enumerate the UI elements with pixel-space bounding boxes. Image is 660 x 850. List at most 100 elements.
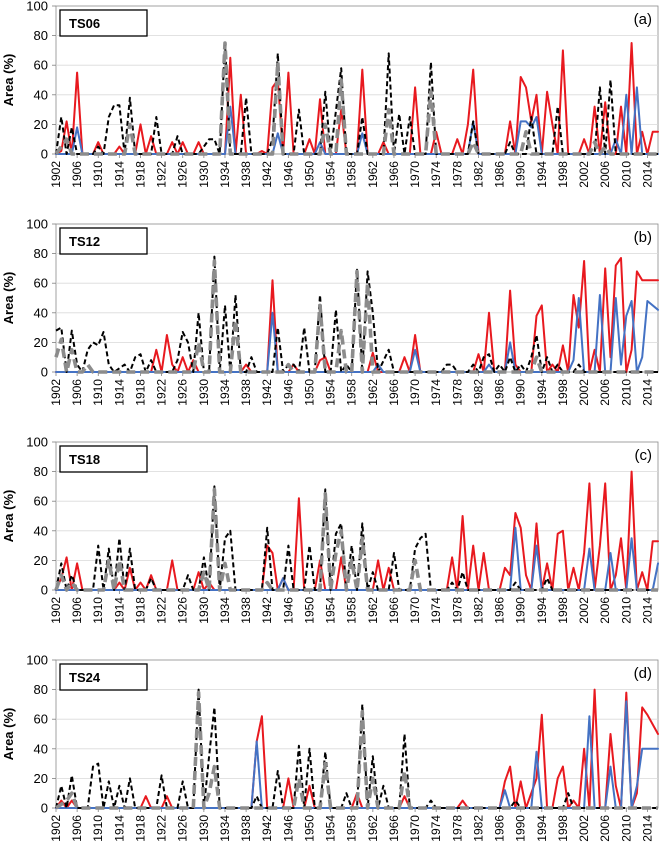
y-tick-label: 40	[34, 305, 48, 320]
y-tick-label: 60	[34, 58, 48, 73]
x-tick-label: 1978	[450, 379, 464, 406]
series-line	[54, 41, 658, 156]
x-tick-label: 1962	[366, 815, 380, 842]
x-tick-label: 1934	[218, 161, 232, 188]
x-tick-label: 1994	[535, 379, 549, 406]
series-line	[55, 700, 659, 809]
x-tick-label: 1950	[302, 161, 316, 188]
x-tick-label: 1926	[176, 161, 190, 188]
y-tick-label: 40	[34, 87, 48, 102]
x-tick-label: 1950	[302, 815, 316, 842]
x-tick-label: 1914	[112, 379, 126, 406]
x-tick-label: 1998	[556, 815, 570, 842]
y-tick-label: 100	[26, 217, 48, 232]
y-tick-label: 60	[34, 494, 48, 509]
y-tick-label: 20	[34, 771, 48, 786]
chart-panel: 0 20 40 60 80 100 1902 1906 1910 1914 1918 1922 1926…	[1, 217, 659, 406]
series-line	[55, 470, 659, 591]
x-tick-label: 2010	[619, 597, 633, 624]
x-tick-label: 1910	[91, 161, 105, 188]
chart-panel: 0 20 40 60 80 100 1902 1906 1910 1914 1918 1922 1926…	[1, 0, 659, 188]
x-tick-label: 1974	[429, 597, 443, 624]
y-tick-label: 20	[34, 117, 48, 132]
x-tick-label: 2006	[598, 379, 612, 406]
x-tick-label: 1918	[133, 597, 147, 624]
y-tick-label: 40	[34, 741, 48, 756]
x-tick-label: 2006	[598, 161, 612, 188]
x-tick-label: 1938	[239, 815, 253, 842]
y-tick-label: 0	[41, 583, 48, 598]
x-tick-label: 1958	[345, 597, 359, 624]
x-tick-label: 1930	[197, 161, 211, 188]
x-tick-label: 1922	[155, 379, 169, 406]
y-tick-label: 20	[34, 335, 48, 350]
x-tick-label: 2014	[640, 161, 654, 188]
x-tick-label: 1958	[345, 815, 359, 842]
series-line	[55, 42, 659, 155]
x-tick-label: 1982	[471, 597, 485, 624]
x-tick-label: 1946	[281, 379, 295, 406]
x-tick-label: 2010	[619, 161, 633, 188]
x-tick-label: 1942	[260, 379, 274, 406]
y-tick-label: 80	[34, 464, 48, 479]
x-tick-label: 1902	[49, 379, 63, 406]
x-tick-label: 1906	[70, 379, 84, 406]
x-tick-label: 1942	[260, 161, 274, 188]
x-tick-label: 1930	[197, 379, 211, 406]
y-axis-label: Area (%)	[1, 708, 16, 761]
x-tick-label: 1930	[197, 597, 211, 624]
x-tick-label: 2014	[640, 597, 654, 624]
x-tick-label: 1978	[450, 161, 464, 188]
x-tick-label: 1942	[260, 815, 274, 842]
x-tick-label: 1950	[302, 597, 316, 624]
x-tick-label: 1942	[260, 597, 274, 624]
x-tick-label: 1922	[155, 815, 169, 842]
y-tick-label: 60	[34, 712, 48, 727]
x-tick-label: 2002	[577, 379, 591, 406]
chart-title: TS06	[69, 16, 100, 31]
x-tick-label: 1982	[471, 161, 485, 188]
x-tick-label: 1910	[91, 815, 105, 842]
x-tick-label: 1938	[239, 379, 253, 406]
x-tick-label: 1978	[450, 815, 464, 842]
x-tick-label: 1906	[70, 161, 84, 188]
x-tick-label: 1902	[49, 815, 63, 842]
x-tick-label: 1906	[70, 815, 84, 842]
chart-title: TS12	[69, 234, 100, 249]
title-box	[59, 227, 148, 255]
x-tick-label: 1990	[514, 161, 528, 188]
x-tick-label: 1966	[387, 161, 401, 188]
title-box	[59, 445, 148, 473]
x-tick-label: 1918	[133, 815, 147, 842]
series-line	[55, 688, 658, 809]
x-tick-label: 1998	[556, 379, 570, 406]
y-tick-label: 80	[34, 28, 48, 43]
x-tick-label: 1906	[70, 597, 84, 624]
x-tick-label: 1934	[218, 597, 232, 624]
x-tick-label: 1990	[514, 379, 528, 406]
series-line	[55, 294, 659, 373]
panel-tag: (a)	[634, 11, 652, 28]
x-tick-label: 1994	[535, 597, 549, 624]
x-tick-label: 1934	[218, 815, 232, 842]
x-tick-label: 1934	[218, 379, 232, 406]
x-tick-label: 1938	[239, 161, 253, 188]
x-tick-label: 1910	[91, 379, 105, 406]
x-tick-label: 1958	[345, 161, 359, 188]
series-line	[55, 255, 658, 373]
series-line	[54, 690, 658, 810]
title-box	[59, 9, 148, 37]
chart-panel: 0 20 40 60 80 100 1902 1906 1910 1914 1918 1922 1926…	[1, 653, 659, 842]
x-tick-label: 1986	[493, 597, 507, 624]
x-tick-label: 1966	[387, 597, 401, 624]
x-tick-label: 1922	[155, 597, 169, 624]
x-tick-label: 2002	[577, 161, 591, 188]
x-tick-label: 2010	[619, 379, 633, 406]
x-tick-label: 1954	[324, 597, 338, 624]
y-axis-label: Area (%)	[1, 54, 16, 107]
x-tick-label: 1970	[408, 815, 422, 842]
x-tick-label: 1966	[387, 815, 401, 842]
x-tick-label: 1914	[112, 597, 126, 624]
series-line	[54, 259, 658, 374]
y-tick-label: 20	[34, 553, 48, 568]
